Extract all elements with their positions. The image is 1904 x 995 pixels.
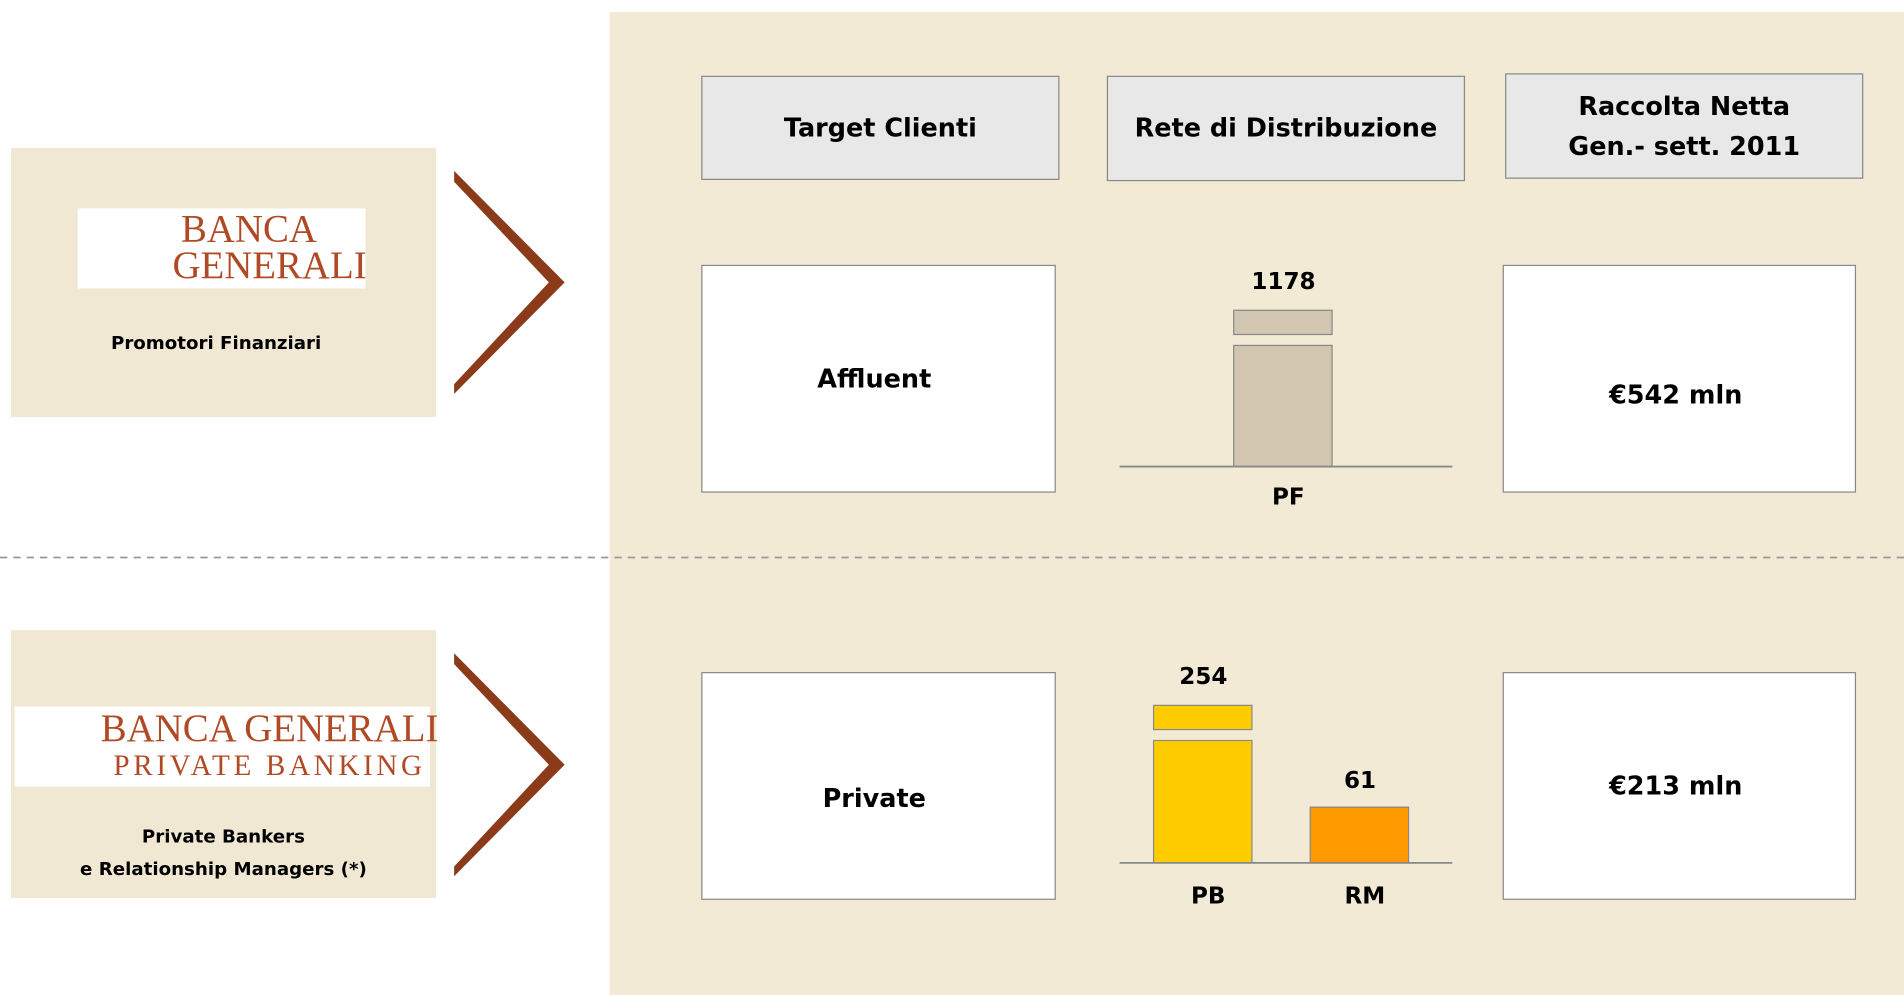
bar-value: 61	[1344, 768, 1376, 794]
bar-cap	[1233, 309, 1333, 336]
header: Rete di Distribuzione	[1135, 114, 1438, 144]
chevron	[454, 170, 565, 394]
inflow: €213 mln	[1608, 772, 1742, 802]
chevron	[454, 653, 565, 877]
network-label: Promotori Finanziari	[111, 333, 321, 354]
logo-box	[77, 208, 366, 289]
target: Private	[823, 784, 926, 814]
bar	[1309, 806, 1410, 864]
inflow-box	[1502, 264, 1857, 493]
header-box	[1106, 75, 1466, 182]
header-box	[701, 75, 1060, 180]
network-label: e Relationship Managers (*)	[80, 859, 367, 880]
bar-label: PB	[1191, 883, 1225, 909]
bar-value: 254	[1179, 664, 1227, 690]
header: Gen.- sett. 2011	[1568, 132, 1800, 162]
bar	[1152, 739, 1253, 864]
bar	[1233, 344, 1333, 468]
bar-label: PF	[1272, 485, 1305, 511]
target-box	[701, 264, 1056, 493]
bar-label: RM	[1345, 883, 1386, 909]
logo-text: GENERALI	[173, 244, 367, 287]
logo-text: PRIVATE BANKING	[113, 750, 425, 782]
logo-text: BANCA	[181, 208, 317, 251]
logo-box	[14, 706, 430, 787]
header: Raccolta Netta	[1578, 92, 1790, 122]
inflow: €542 mln	[1608, 380, 1742, 410]
target-box	[701, 672, 1056, 900]
inflow-box	[1502, 672, 1857, 900]
header-box	[1505, 73, 1864, 179]
bar-value: 1178	[1251, 269, 1315, 295]
bar-cap	[1152, 704, 1253, 731]
logo-text: BANCA GENERALI	[101, 707, 439, 750]
header: Target Clienti	[784, 114, 977, 144]
network-label: Private Bankers	[142, 826, 305, 847]
target: Affluent	[817, 365, 931, 395]
